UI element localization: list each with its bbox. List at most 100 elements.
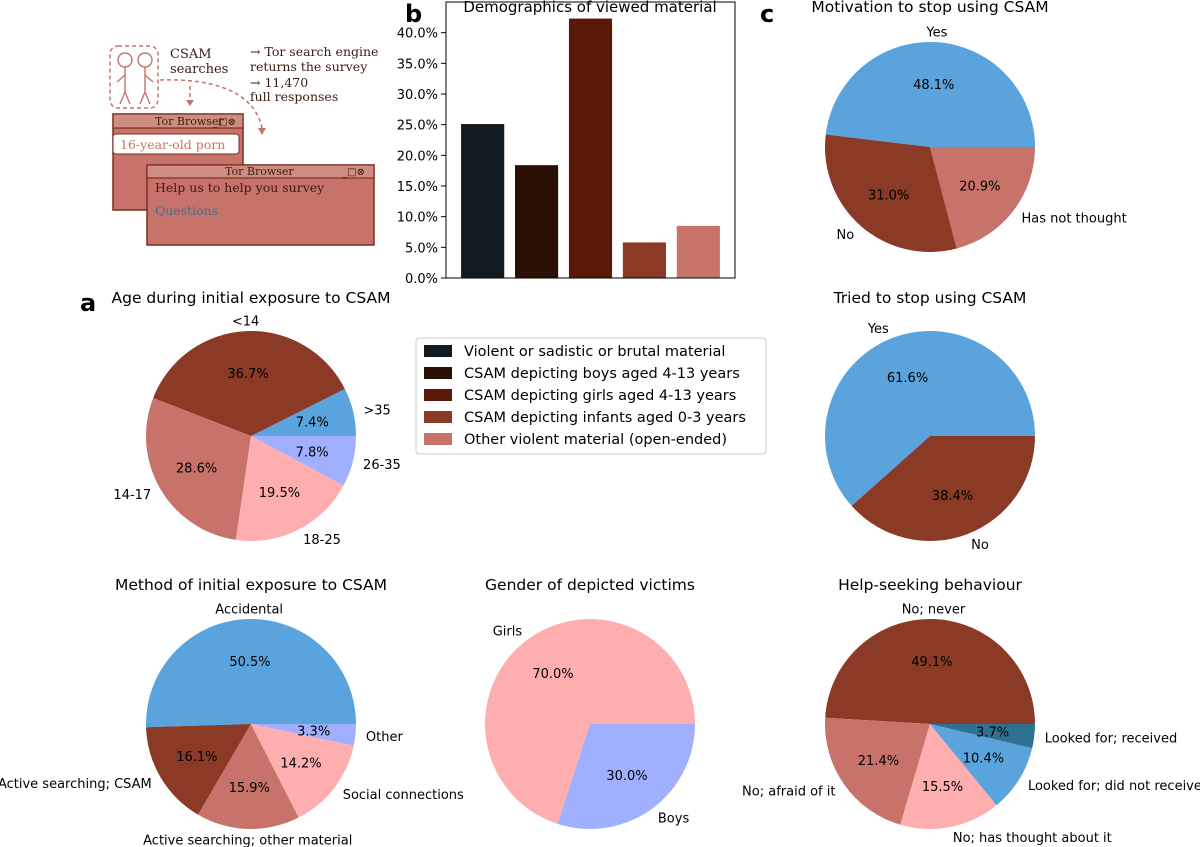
pie-category-label: Yes xyxy=(867,322,889,337)
note-line2: returns the survey xyxy=(250,59,368,74)
bar-3 xyxy=(568,18,613,279)
pie-category-label: Active searching; other material xyxy=(143,833,352,847)
window-controls-icon: _□⊗ xyxy=(213,117,236,128)
pie-percent-label: 61.6% xyxy=(887,371,928,386)
pie-slice xyxy=(235,436,344,542)
bar-y-tick-label: 5.0% xyxy=(405,241,438,256)
pie-category-label: Has not thought xyxy=(1021,212,1126,227)
pie-category-label: >35 xyxy=(363,403,390,418)
pie-category-label: No; never xyxy=(902,603,966,618)
pie-category-label: No; has thought about it xyxy=(953,831,1112,846)
pie-category-label: Boys xyxy=(658,811,690,826)
pie-slice xyxy=(825,618,1035,724)
note-line3: → 11,470 xyxy=(250,75,308,90)
figures-dashed-box xyxy=(109,45,159,109)
bar-y-tick-label: 20.0% xyxy=(397,149,438,164)
bar-y-tick-label: 0.0% xyxy=(405,272,438,287)
pie-percent-label: 28.6% xyxy=(176,462,217,477)
legend-swatch xyxy=(424,433,452,445)
pie-slice xyxy=(251,724,356,746)
bar-y-tick-label: 15.0% xyxy=(397,180,438,195)
pie-category-label: No xyxy=(971,538,989,553)
pie-title: Tried to stop using CSAM xyxy=(833,289,1027,307)
pie-slice xyxy=(930,724,1033,806)
pie-percent-label: 7.8% xyxy=(296,445,329,460)
bar-1 xyxy=(461,124,505,278)
pie-category-label: <14 xyxy=(232,315,259,330)
bar-y-tick-label: 40.0% xyxy=(397,27,438,42)
searches-label-line1: CSAM xyxy=(170,47,212,62)
panel-label-c: c xyxy=(760,0,774,28)
person-icon xyxy=(137,52,154,105)
pie-percent-label: 7.4% xyxy=(296,415,329,430)
pie-percent-label: 30.0% xyxy=(606,769,647,784)
searches-label-line2: searches xyxy=(170,62,228,77)
legend-swatch xyxy=(424,389,452,401)
legend-swatch xyxy=(424,345,452,357)
pie-slice xyxy=(825,717,930,825)
pie-category-label: No xyxy=(836,228,854,243)
bar-y-tick-label: 25.0% xyxy=(397,119,438,134)
browser2-heading: Help us to help you survey xyxy=(155,180,325,195)
browser1-title: Tor Browser xyxy=(155,115,224,128)
pie-category-label: Accidental xyxy=(215,603,283,618)
note-line4: full responses xyxy=(250,89,338,104)
pie-percent-label: 16.1% xyxy=(176,750,217,765)
demographics-bar-chart: Demographics of viewed material 0.0% 5.0%… xyxy=(397,0,736,287)
pie-category-label: Social connections xyxy=(343,788,464,803)
legend-swatch xyxy=(424,367,452,379)
arrow-head-icon xyxy=(258,128,266,135)
tor-browser-window-2: Tor Browser _□⊗ Help us to help you surv… xyxy=(146,164,375,246)
browser2-title: Tor Browser xyxy=(225,165,294,178)
bar-2 xyxy=(515,165,559,278)
pie-title: Method of initial exposure to CSAM xyxy=(115,576,387,594)
pie-category-label: 18-25 xyxy=(303,533,341,548)
pie-slice xyxy=(557,724,695,830)
pie-slice xyxy=(485,619,695,824)
legend-label: Violent or sadistic or brutal material xyxy=(464,344,725,360)
bar-legend: Violent or sadistic or brutal material CS… xyxy=(415,337,767,455)
browser1-query: 16-year-old porn xyxy=(120,137,225,152)
bar-y-tick-label: 10.0% xyxy=(397,211,438,226)
pie-category-label: No; afraid of it xyxy=(742,784,835,799)
pie-slice xyxy=(198,724,299,829)
bar-plot-frame xyxy=(445,1,736,279)
browser1-search-box xyxy=(112,133,240,155)
pie-slice xyxy=(900,724,997,829)
bar-chart-title: Demographics of viewed material xyxy=(463,0,716,16)
arrow-head-icon xyxy=(186,100,194,106)
pie-slice xyxy=(930,147,1035,249)
pie-category-label: Other xyxy=(366,730,404,745)
pie-percent-label: 48.1% xyxy=(913,78,954,93)
pie-slice xyxy=(251,724,354,818)
panel-label-b: b xyxy=(405,0,422,28)
window-controls-icon: _□⊗ xyxy=(342,167,365,178)
arrow-curve-line xyxy=(159,79,263,129)
pie-percent-label: 21.4% xyxy=(858,754,899,769)
pie-percent-label: 10.4% xyxy=(963,751,1004,766)
browser2-link: Questions xyxy=(155,203,218,218)
pie-percent-label: 3.3% xyxy=(297,725,330,740)
legend-label: CSAM depicting girls aged 4-13 years xyxy=(464,388,736,404)
bar-series xyxy=(461,18,720,279)
pie-category-label: Yes xyxy=(925,26,947,41)
pie-percent-label: 15.5% xyxy=(922,780,963,795)
pie-slice xyxy=(251,388,356,436)
bar-y-tick-label: 35.0% xyxy=(397,57,438,72)
bar-5 xyxy=(676,225,720,278)
pie-percent-label: 3.7% xyxy=(976,725,1009,740)
pie-slice xyxy=(146,724,251,815)
pie-percent-label: 49.1% xyxy=(911,655,952,670)
pie-slice xyxy=(930,724,1035,749)
legend-label: CSAM depicting infants aged 0-3 years xyxy=(464,410,746,426)
help-pie-chart: Help-seeking behaviour 49.1% No; never 21.4… xyxy=(742,576,1200,846)
pie-title: Age during initial exposure to CSAM xyxy=(112,289,391,307)
gender-pie-chart: Gender of depicted victims 70.0% Girls 30.0… xyxy=(485,576,695,830)
legend-label: Other violent material (open-ended) xyxy=(464,432,727,448)
pie-slice xyxy=(146,619,356,728)
age-pie-chart: Age during initial exposure to CSAM 7.4% >… xyxy=(112,289,401,548)
pie-percent-label: 14.2% xyxy=(280,756,321,771)
pie-percent-label: 70.0% xyxy=(532,667,573,682)
pie-percent-label: 20.9% xyxy=(959,179,1000,194)
